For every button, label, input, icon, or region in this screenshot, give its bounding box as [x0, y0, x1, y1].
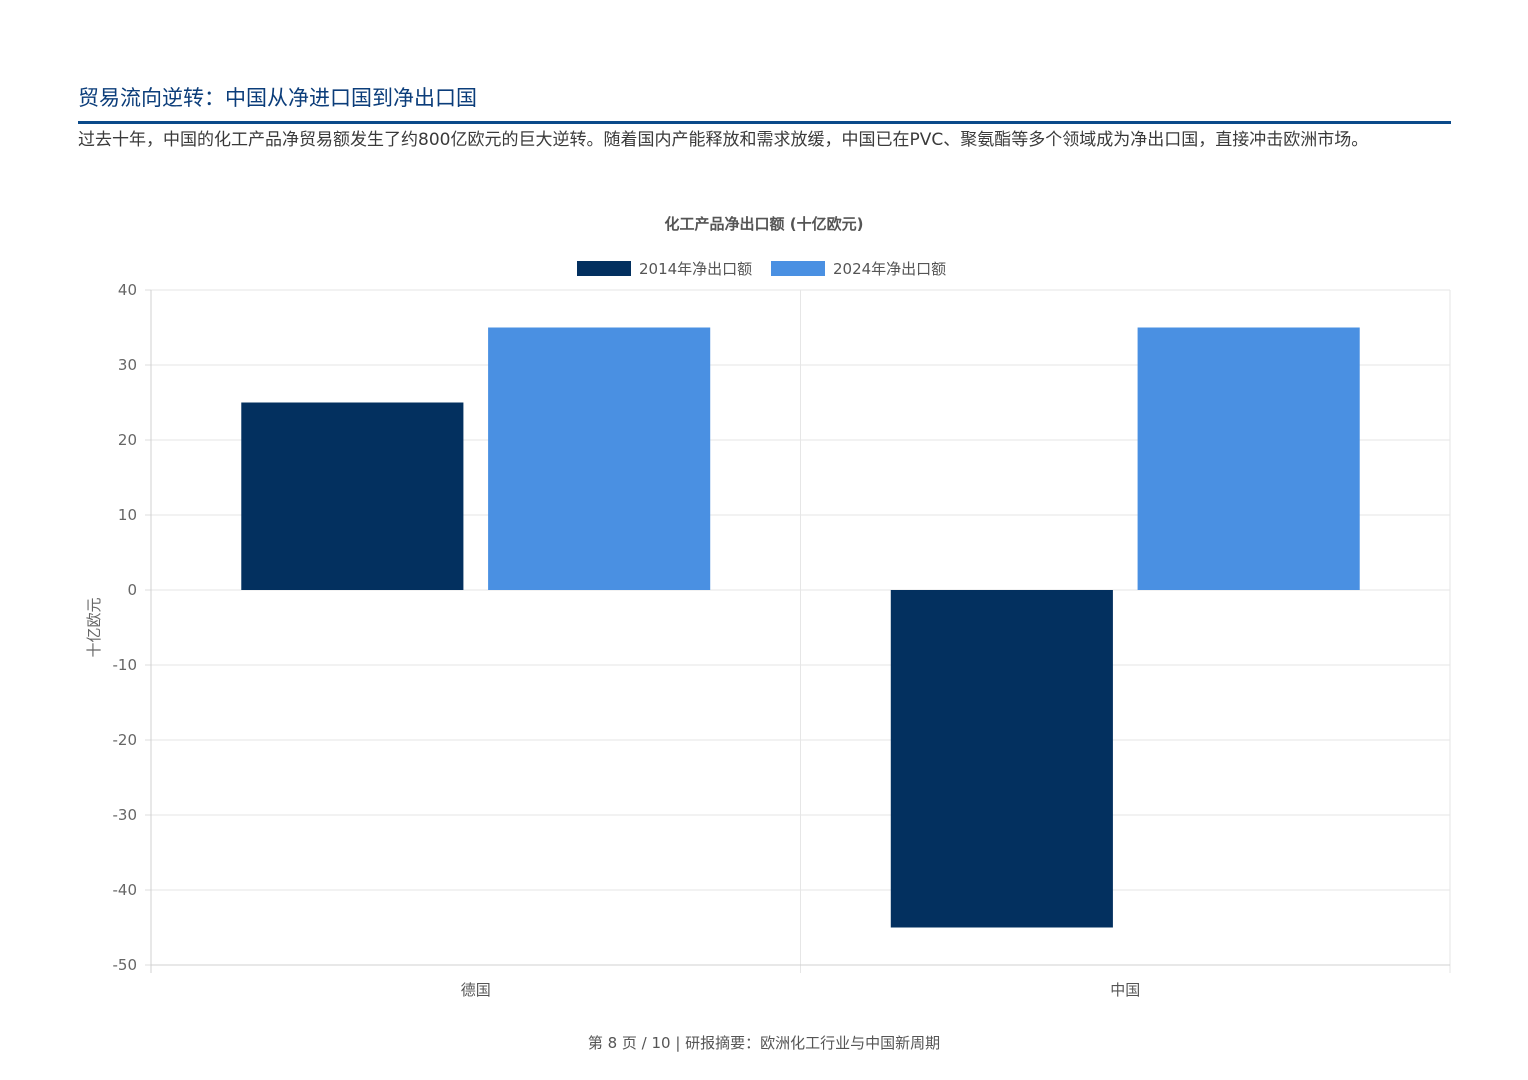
x-tick-label: 中国: [1110, 981, 1140, 999]
y-tick-label: -40: [113, 881, 138, 899]
x-tick-label: 德国: [461, 981, 491, 999]
y-tick-label: 20: [118, 431, 137, 449]
y-tick-label: -50: [113, 956, 138, 974]
y-tick-label: 0: [127, 581, 137, 599]
page-footer: 第 8 页 / 10 | 研报摘要：欧洲化工行业与中国新周期: [587, 1034, 941, 1052]
legend-label-1: 2014年净出口额: [639, 260, 752, 278]
legend-swatch-1: [577, 261, 631, 276]
y-axis-label: 十亿欧元: [85, 597, 103, 657]
y-tick-label: 30: [118, 356, 137, 374]
legend-swatch-2: [771, 261, 825, 276]
bar-1-series-2: [488, 327, 711, 590]
bar-2-series-2: [1137, 327, 1360, 590]
y-tick-label: -30: [113, 806, 138, 824]
bar-1-series-1: [241, 402, 464, 590]
y-tick-label: 10: [118, 506, 137, 524]
legend-label-2: 2024年净出口额: [833, 260, 946, 278]
title-divider: [78, 121, 1451, 124]
intro-paragraph: 过去十年，中国的化工产品净贸易额发生了约800亿欧元的巨大逆转。随着国内产能释放…: [78, 130, 1369, 150]
y-tick-label: 40: [118, 281, 137, 299]
y-tick-label: -20: [113, 731, 138, 749]
net-export-bar-chart: 化工产品净出口额 (十亿欧元) 2014年净出口额 2024年净出口额 40 30 20 1…: [85, 215, 1451, 999]
page-title: 贸易流向逆转：中国从净进口国到净出口国: [78, 86, 477, 110]
bar-2-series-1: [890, 590, 1113, 928]
y-tick-label: -10: [113, 656, 138, 674]
chart-title: 化工产品净出口额 (十亿欧元): [665, 215, 864, 233]
